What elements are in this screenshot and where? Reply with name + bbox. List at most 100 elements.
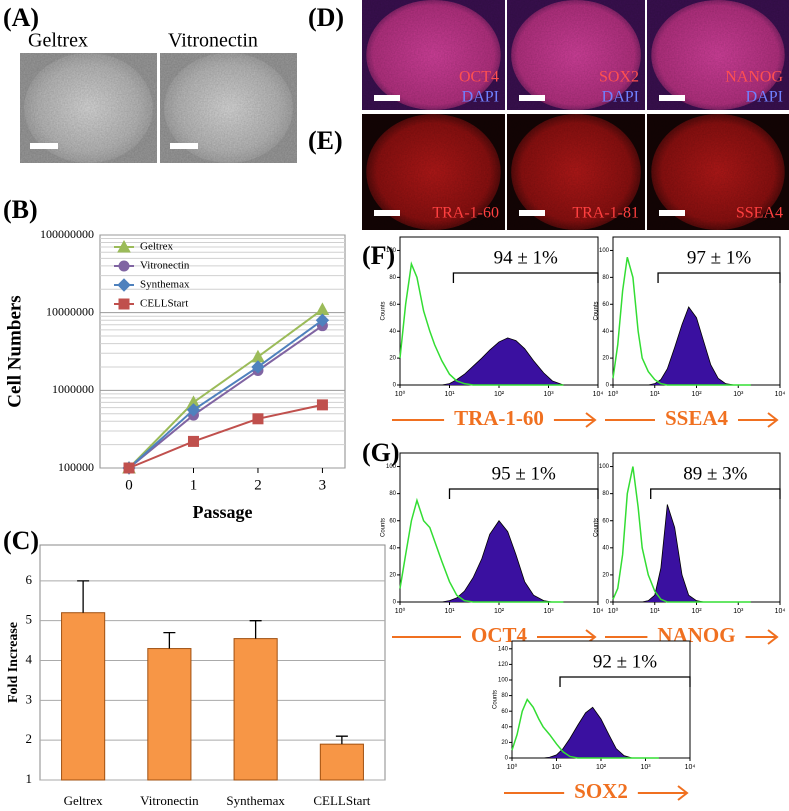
gate-annotation: 94 ± 1% — [494, 247, 558, 268]
x-tick-label: 10³ — [543, 608, 554, 615]
series-line — [128, 324, 324, 469]
x-tick-label: 10⁴ — [685, 764, 696, 771]
marker — [316, 399, 328, 411]
y-tick-label: 60 — [602, 518, 609, 524]
marker — [186, 403, 201, 417]
y-tick-label: 0 — [505, 756, 509, 762]
label-arrow — [637, 785, 689, 801]
y-tick-label: 60 — [602, 302, 609, 308]
scale-bar — [30, 143, 58, 149]
x-tick-label: 10² — [494, 391, 505, 398]
scale-bar — [170, 143, 198, 149]
series-line — [128, 308, 324, 469]
bar — [233, 638, 278, 781]
y-tick-label: 20 — [389, 572, 396, 578]
y-tick-label: 100 — [498, 678, 509, 684]
x-tick-label: 2 — [254, 477, 262, 493]
histogram-area — [400, 337, 564, 386]
y-tick-label: 1000000 — [52, 382, 94, 396]
error-bar — [77, 580, 90, 613]
histogram-area — [512, 706, 659, 759]
y-tick-label: 80 — [602, 275, 609, 281]
x-tick-label: 10¹ — [551, 764, 562, 771]
y-tick-label: 40 — [602, 329, 609, 335]
y-tick-label: 80 — [602, 491, 609, 497]
y-tick-label: 60 — [389, 518, 396, 524]
marker — [123, 462, 135, 474]
histogram-area — [613, 306, 751, 386]
y-tick-label: 40 — [501, 724, 508, 730]
y-tick-label: 20 — [501, 740, 508, 746]
y-tick-label: 4 — [26, 651, 33, 666]
x-tick-label: 10⁰ — [507, 763, 518, 771]
panel-label: (G) — [362, 438, 400, 467]
x-tick-label: 10⁴ — [593, 391, 604, 398]
y-axis-label: Cell Numbers — [4, 295, 25, 407]
y-tick-label: 40 — [389, 329, 396, 335]
gate-annotation: 97 ± 1% — [687, 247, 751, 268]
x-tick-label: 10⁴ — [593, 608, 604, 615]
y-tick-label: 100 — [386, 248, 397, 254]
series-line — [128, 403, 323, 469]
counterstain-label: DAPI — [746, 89, 783, 106]
marker — [187, 435, 199, 447]
histogram-line — [612, 256, 751, 386]
x-tick-label: 10⁰ — [608, 390, 619, 398]
x-tick-label: 10⁴ — [775, 391, 786, 398]
x-tick-label: 10⁰ — [395, 607, 406, 615]
counterstain-label: DAPI — [462, 89, 499, 106]
histogram-line — [399, 497, 564, 603]
y-tick-label: 0 — [606, 600, 610, 606]
series-line — [128, 319, 324, 469]
gate — [650, 488, 781, 499]
x-tick-label: CELLStart — [313, 793, 370, 808]
histogram-area — [400, 520, 564, 603]
gate-annotation: 95 ± 1% — [492, 463, 556, 484]
y-tick-label: 10000000 — [46, 304, 94, 318]
gate — [448, 488, 599, 499]
counterstain-label: DAPI — [602, 89, 639, 106]
x-tick-label: 10³ — [733, 391, 744, 398]
y-tick-label: 80 — [389, 275, 396, 281]
legend-label: CELLStart — [140, 298, 188, 310]
y-tick-label: 100000000 — [40, 227, 94, 241]
legend-marker — [118, 298, 130, 310]
y-tick-label: 80 — [389, 491, 396, 497]
y-tick-label: 100 — [599, 464, 610, 470]
y-tick-label: 60 — [389, 302, 396, 308]
y-tick-label: 100 — [599, 248, 610, 254]
y-tick-label: 40 — [602, 545, 609, 551]
y-axis-label: Counts — [381, 518, 387, 537]
y-tick-label: 20 — [389, 356, 396, 362]
gate — [657, 272, 781, 283]
y-axis-label: Counts — [381, 301, 387, 320]
stain-label: TRA-1-60 — [432, 205, 499, 222]
scale-bar — [519, 210, 545, 216]
y-tick-label: 5 — [26, 612, 33, 627]
label-arrow — [745, 629, 779, 645]
y-tick-label: 100 — [386, 464, 397, 470]
micrographs — [20, 0, 789, 230]
histogram-line — [511, 698, 659, 759]
stain-label: TRA-1-81 — [572, 205, 639, 222]
plot-area — [99, 234, 346, 469]
y-axis-label: Fold Increase — [6, 622, 21, 703]
gate-annotation: 89 ± 3% — [683, 463, 747, 484]
image-caption: Geltrex — [28, 30, 88, 52]
error-bar — [163, 631, 176, 649]
scale-bar — [659, 95, 685, 101]
y-tick-label: 100000 — [58, 460, 94, 474]
y-tick-label: 20 — [602, 572, 609, 578]
marker — [252, 413, 264, 425]
legend-label: Geltrex — [140, 241, 173, 253]
x-tick-label: 10² — [691, 391, 702, 398]
error-bar — [335, 735, 348, 745]
legend-marker — [117, 278, 131, 292]
legend-label: Vitronectin — [140, 260, 190, 272]
x-tick-label: 10¹ — [444, 391, 455, 398]
gate — [452, 272, 599, 283]
bar — [147, 648, 192, 781]
label-arrow — [553, 412, 597, 428]
